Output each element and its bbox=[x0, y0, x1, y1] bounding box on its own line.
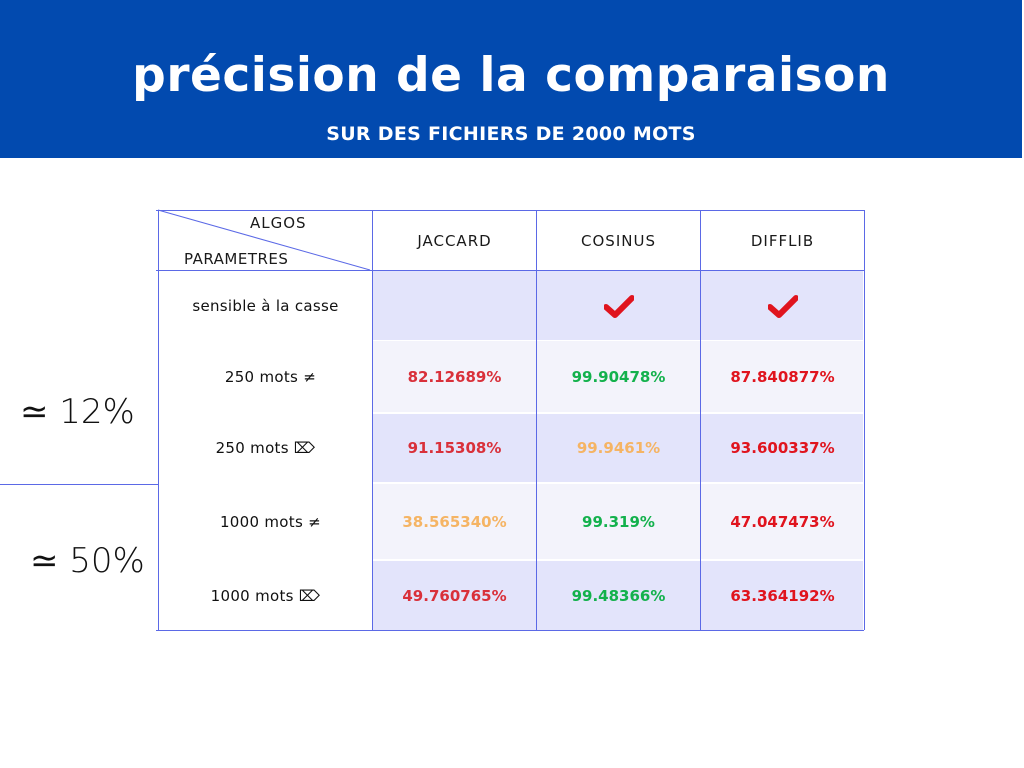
grid-line-bottom bbox=[156, 630, 864, 631]
grid-line-params bbox=[372, 210, 373, 630]
column-header-cosinus: COSINUS bbox=[581, 231, 656, 250]
cosinus-250-deleted: 99.9461% bbox=[576, 439, 661, 457]
difflib-1000-deleted: 63.364192% bbox=[730, 586, 835, 605]
row-bg-case bbox=[373, 271, 863, 340]
row-label-1000-different: 1000 mots ≠ bbox=[219, 512, 322, 531]
grid-line-col2 bbox=[536, 210, 537, 630]
column-header-jaccard: JACCARD bbox=[417, 231, 492, 250]
header-banner bbox=[0, 0, 1022, 158]
side-divider bbox=[0, 484, 158, 485]
page-subtitle: SUR DES FICHIERS DE 2000 MOTS bbox=[326, 123, 696, 145]
row-label-250-different: 250 mots ≠ bbox=[224, 367, 317, 386]
grid-line-top bbox=[156, 210, 864, 211]
cosinus-case-check bbox=[537, 271, 700, 340]
jaccard-250-different: 82.12689% bbox=[407, 367, 502, 386]
column-header-difflib: DIFFLIB bbox=[750, 231, 815, 250]
difflib-case-check bbox=[701, 271, 864, 340]
jaccard-1000-deleted: 49.760765% bbox=[402, 586, 507, 605]
cosinus-250-different: 99.90478% bbox=[571, 367, 666, 386]
row-label-250-deleted: 250 mots ⌦ bbox=[215, 439, 316, 457]
row-label-case-sensitive: sensible à la casse bbox=[192, 296, 339, 315]
corner-diagonal bbox=[157, 209, 371, 271]
cosinus-1000-different: 99.319% bbox=[582, 512, 655, 531]
jaccard-250-deleted: 91.15308% bbox=[407, 439, 502, 457]
difflib-250-different: 87.840877% bbox=[730, 367, 835, 386]
difflib-250-deleted: 93.600337% bbox=[730, 439, 835, 457]
approx-50-percent-label: ≃ 50% bbox=[30, 541, 145, 581]
corner-label-algos: ALGOS bbox=[250, 214, 307, 232]
grid-line-left bbox=[158, 210, 159, 630]
checkmark-icon bbox=[603, 294, 634, 318]
corner-label-parametres: PARAMETRES bbox=[184, 250, 289, 268]
grid-line-col3 bbox=[700, 210, 701, 630]
row-bg-250-diff bbox=[373, 341, 863, 412]
difflib-1000-different: 47.047473% bbox=[730, 512, 835, 531]
page-title: précision de la comparaison bbox=[132, 48, 890, 103]
approx-12-percent-label: ≃ 12% bbox=[20, 392, 135, 432]
checkmark-icon bbox=[767, 294, 798, 318]
grid-line-header bbox=[156, 270, 864, 271]
grid-line-right bbox=[864, 210, 865, 630]
jaccard-1000-different: 38.565340% bbox=[402, 512, 507, 531]
row-bg-1000-del bbox=[373, 561, 863, 630]
row-bg-250-del bbox=[373, 414, 863, 482]
row-label-1000-deleted: 1000 mots ⌦ bbox=[210, 586, 321, 605]
row-bg-1000-diff bbox=[373, 484, 863, 559]
cosinus-1000-deleted: 99.48366% bbox=[571, 586, 666, 605]
